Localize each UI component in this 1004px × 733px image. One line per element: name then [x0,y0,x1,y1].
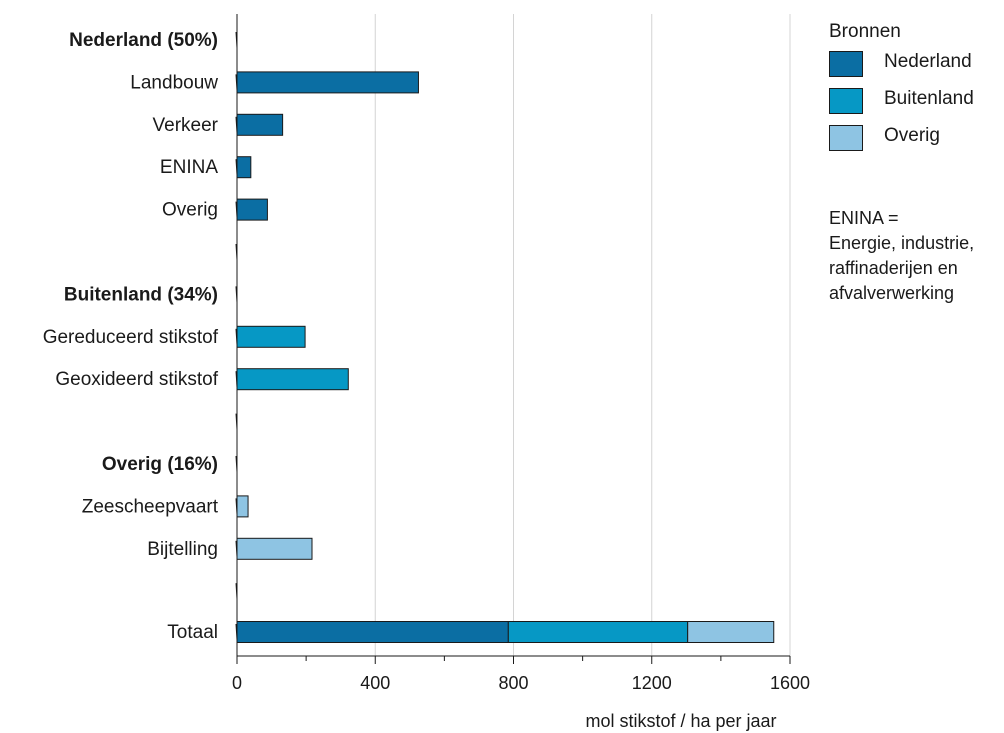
enina-note: ENINA = Energie, industrie, raffinaderij… [829,206,1004,306]
category-labels: Nederland (50%) Landbouw Verkeer ENINA Overi… [43,30,219,643]
category-label: Geoxideerd stikstof [55,369,218,390]
legend-item-nederland: Nederland [829,44,1004,81]
legend-item-overig: Overig [829,118,1004,155]
category-label: Gereduceerd stikstof [43,327,219,348]
y-tick [235,455,238,473]
category-label: Zeescheepvaart [82,496,219,517]
y-tick [235,74,238,91]
group-heading: Nederland (50%) [69,30,218,51]
category-label: Verkeer [153,115,219,136]
legend-item-buitenland: Buitenland [829,81,1004,118]
x-tick-label: 400 [360,673,390,693]
note-line: Energie, industrie, [829,233,975,253]
bar-segment [236,621,509,643]
y-tick [235,371,238,388]
note-line: ENINA = [829,208,899,228]
y-tick [235,31,238,49]
legend-label: Overig [884,125,940,146]
y-tick [235,116,238,133]
bar [236,198,268,221]
legend-swatch-nederland [829,51,863,77]
category-label: Overig [162,200,218,221]
bar [236,368,349,391]
legend-swatch-overig [829,125,863,151]
legend-title: Bronnen [829,21,901,42]
category-label: Bijtelling [147,539,218,560]
group-heading: Buitenland (34%) [64,284,218,305]
bar [236,495,249,518]
y-tick [235,413,238,430]
bar [236,71,419,94]
bar [236,537,313,560]
bar-segment [687,621,775,643]
note-line: raffinaderijen en [829,258,958,278]
y-tick [235,623,238,641]
bars [236,71,775,643]
y-tick [235,583,238,600]
bar [236,325,306,348]
x-tick-label: 800 [498,673,528,693]
x-tick-label: 0 [232,673,242,693]
y-tick [235,243,238,261]
bar [236,113,284,136]
y-tick [235,328,238,345]
y-tick [235,159,238,176]
y-tick [235,540,238,557]
legend: Bronnen Nederland Buitenland Overig [829,20,1004,155]
bar [236,156,252,179]
category-label: ENINA [160,157,218,178]
x-tick-label: 1600 [770,673,810,693]
bar-chart: 0 400 800 1200 1600 Nederland (50%) Landbouw V… [43,14,810,731]
bar-segment [507,621,689,643]
y-tick [235,498,238,515]
legend-label: Nederland [884,51,972,72]
legend-label: Buitenland [884,88,974,109]
grid-lines [374,14,791,656]
category-label: Landbouw [130,72,218,93]
group-heading: Overig (16%) [102,454,218,475]
category-label: Totaal [167,622,218,643]
x-tick-label: 1200 [632,673,672,693]
legend-swatch-buitenland [829,88,863,114]
x-axis-label: mol stikstof / ha per jaar [585,711,776,731]
y-tick [235,201,238,218]
axes: 0 400 800 1200 1600 [232,14,810,693]
note-line: afvalverwerking [829,283,955,303]
y-tick [235,286,238,303]
